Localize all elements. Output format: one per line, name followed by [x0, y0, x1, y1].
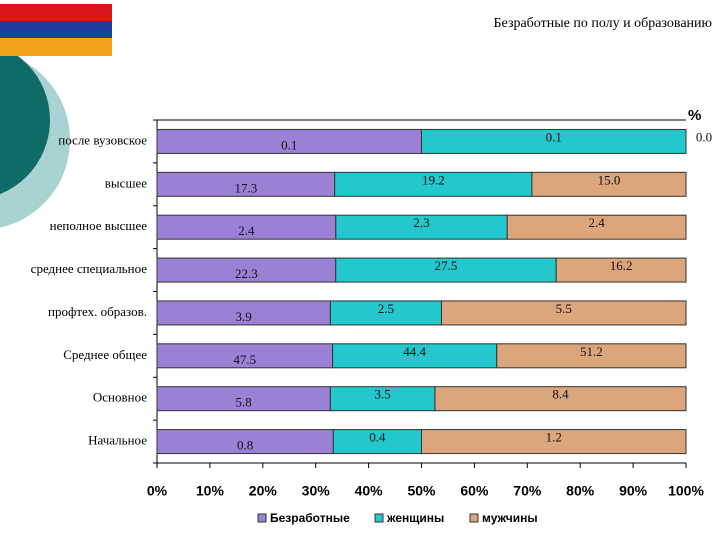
bar-segment	[421, 429, 687, 455]
decoration	[0, 4, 112, 228]
bar-segment	[421, 128, 687, 154]
value-label: 19.2	[422, 172, 445, 187]
bar-segment	[434, 386, 687, 412]
value-label: 5.8	[236, 395, 252, 410]
bar-segment	[441, 300, 687, 326]
value-label: 2.3	[413, 215, 429, 230]
bar-segment	[156, 300, 331, 326]
bar-segment	[156, 171, 336, 197]
bar-segment	[156, 257, 337, 283]
value-label: 51.2	[580, 344, 603, 359]
value-label: 1.2	[546, 430, 562, 445]
x-tick-label: 0%	[147, 483, 168, 499]
value-label: 3.9	[236, 309, 252, 324]
x-tick-label: 90%	[619, 483, 648, 499]
legend-swatch	[257, 513, 267, 523]
legend-label: Безработные	[270, 511, 350, 525]
value-label: 17.3	[234, 180, 257, 195]
value-label: 8.4	[552, 387, 569, 402]
category-label: высшее	[105, 175, 147, 190]
value-label: 2.5	[378, 301, 394, 316]
category-label: среднее специальное	[31, 261, 148, 276]
legend-label: женщины	[386, 511, 444, 525]
category-label: Начальное	[88, 433, 147, 448]
value-label: 2.4	[238, 223, 255, 238]
bar-segment	[506, 214, 687, 240]
value-label: 0.8	[237, 438, 253, 453]
x-tick-label: 100%	[668, 483, 704, 499]
legend-label: мужчины	[482, 511, 538, 525]
bar-segment	[329, 300, 443, 326]
bar-segment	[156, 128, 422, 154]
value-label: 3.5	[375, 387, 391, 402]
bar-segment	[496, 343, 687, 369]
x-tick-label: 70%	[513, 483, 542, 499]
value-label: 0.1	[546, 129, 562, 144]
value-label: 0.1	[281, 137, 297, 152]
legend-swatch	[374, 513, 384, 523]
value-label: 0.4	[369, 430, 386, 445]
bar-segment	[156, 343, 334, 369]
x-tick-label: 80%	[566, 483, 595, 499]
value-label: 15.0	[598, 172, 621, 187]
category-label: Среднее общее	[63, 347, 147, 362]
value-label: 44.4	[403, 344, 426, 359]
value-label: 22.3	[235, 266, 258, 281]
bar-segment	[156, 386, 331, 412]
x-tick-label: 20%	[249, 483, 278, 499]
category-label: Основное	[93, 390, 147, 405]
bar-segment	[332, 429, 423, 455]
value-label: 16.2	[610, 258, 633, 273]
x-tick-label: 30%	[302, 483, 331, 499]
x-tick-label: 60%	[460, 483, 489, 499]
bar-segment	[156, 429, 334, 455]
value-label: 0.0	[696, 129, 712, 144]
category-label: неполное высшее	[50, 218, 148, 233]
category-label: после вузовское	[58, 132, 147, 147]
bar-segment	[329, 386, 436, 412]
value-label: 47.5	[233, 352, 256, 367]
value-label: 2.4	[588, 215, 605, 230]
x-tick-label: 10%	[196, 483, 225, 499]
category-label: профтех. образов.	[48, 304, 147, 319]
x-tick-label: 50%	[407, 483, 436, 499]
bar-segment	[335, 214, 508, 240]
bar-segment	[156, 214, 337, 240]
bar-segment	[334, 171, 533, 197]
legend-swatch	[469, 513, 479, 523]
chart-title: Безработные по полу и образованию	[494, 16, 712, 31]
value-label: 27.5	[435, 258, 458, 273]
value-label: 5.5	[556, 301, 572, 316]
bar-segment	[531, 171, 687, 197]
x-tick-label: 40%	[355, 483, 384, 499]
unit-label: %	[688, 107, 701, 124]
bar-segment	[555, 257, 687, 283]
